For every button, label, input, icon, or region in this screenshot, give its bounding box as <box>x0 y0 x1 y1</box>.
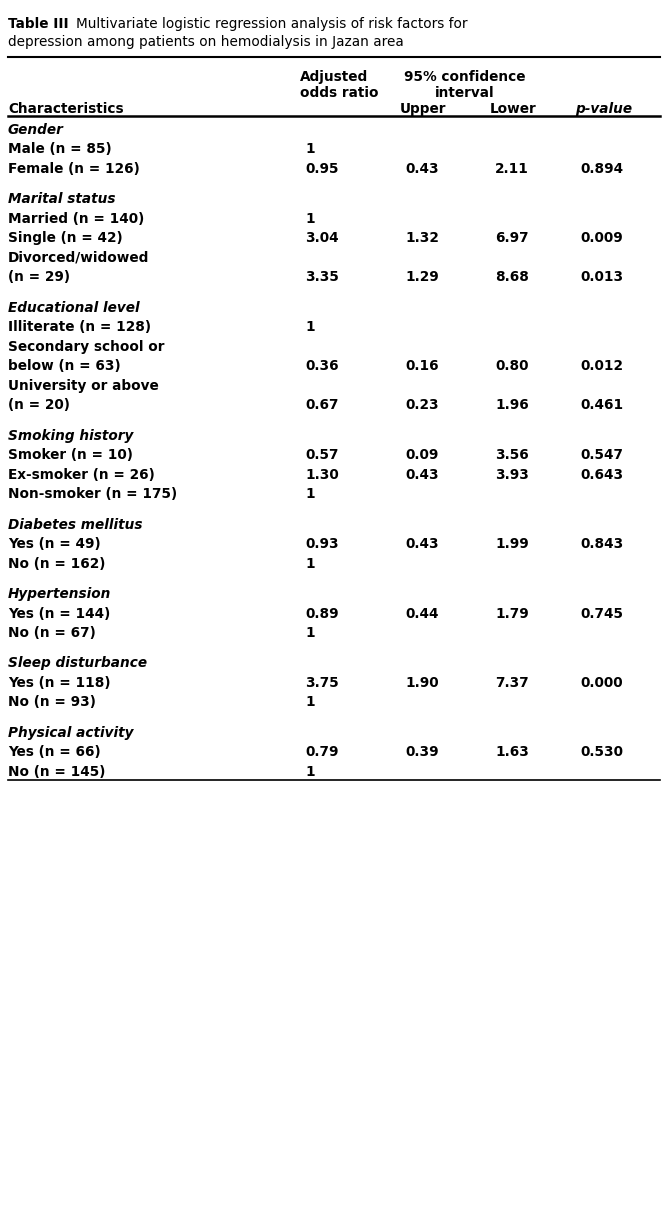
Text: Illiterate (n = 128): Illiterate (n = 128) <box>8 320 151 335</box>
Text: 0.643: 0.643 <box>580 468 623 481</box>
Text: 1.32: 1.32 <box>405 231 439 246</box>
Text: Sleep disturbance: Sleep disturbance <box>8 656 147 671</box>
Text: Characteristics: Characteristics <box>8 101 124 116</box>
Text: 0.23: 0.23 <box>405 398 439 412</box>
Text: 1.29: 1.29 <box>405 270 439 285</box>
Text: Diabetes mellitus: Diabetes mellitus <box>8 518 142 532</box>
Text: 1: 1 <box>305 143 314 156</box>
Text: odds ratio: odds ratio <box>300 86 379 100</box>
Text: Smoker (n = 10): Smoker (n = 10) <box>8 448 133 462</box>
Text: Ex-smoker (n = 26): Ex-smoker (n = 26) <box>8 468 155 481</box>
Text: Yes (n = 118): Yes (n = 118) <box>8 676 110 690</box>
Text: Smoking history: Smoking history <box>8 429 133 442</box>
Text: 3.04: 3.04 <box>305 231 339 246</box>
Text: Table III: Table III <box>8 17 69 31</box>
Text: Single (n = 42): Single (n = 42) <box>8 231 122 246</box>
Text: 1.30: 1.30 <box>305 468 339 481</box>
Text: 0.44: 0.44 <box>405 606 438 621</box>
Text: 0.09: 0.09 <box>405 448 438 462</box>
Text: Secondary school or: Secondary school or <box>8 340 165 354</box>
Text: interval: interval <box>436 86 495 100</box>
Text: 0.461: 0.461 <box>580 398 623 412</box>
Text: 0.39: 0.39 <box>405 745 439 759</box>
Text: 1: 1 <box>305 765 314 778</box>
Text: Non-smoker (n = 175): Non-smoker (n = 175) <box>8 488 177 501</box>
Text: Physical activity: Physical activity <box>8 726 134 739</box>
Text: Female (n = 126): Female (n = 126) <box>8 163 140 176</box>
Text: Upper: Upper <box>400 101 446 116</box>
Text: Multivariate logistic regression analysis of risk factors for: Multivariate logistic regression analysi… <box>76 17 468 31</box>
Text: 0.843: 0.843 <box>580 538 624 551</box>
Text: 0.43: 0.43 <box>405 163 439 176</box>
Text: No (n = 93): No (n = 93) <box>8 695 96 710</box>
Text: 0.547: 0.547 <box>580 448 623 462</box>
Text: 0.67: 0.67 <box>305 398 339 412</box>
Text: 1.90: 1.90 <box>405 676 439 690</box>
Text: 95% confidence: 95% confidence <box>404 70 526 84</box>
Text: 7.37: 7.37 <box>495 676 529 690</box>
Text: 1: 1 <box>305 557 314 571</box>
Text: 0.012: 0.012 <box>580 359 623 373</box>
Text: 0.009: 0.009 <box>580 231 623 246</box>
Text: Gender: Gender <box>8 123 64 137</box>
Text: p-value: p-value <box>575 101 632 116</box>
Text: Divorced/widowed: Divorced/widowed <box>8 251 149 265</box>
Text: Adjusted: Adjusted <box>300 70 368 84</box>
Text: 1: 1 <box>305 211 314 226</box>
Text: 0.530: 0.530 <box>580 745 623 759</box>
Text: Educational level: Educational level <box>8 301 140 315</box>
Text: 8.68: 8.68 <box>495 270 529 285</box>
Text: 0.000: 0.000 <box>580 676 623 690</box>
Text: 2.11: 2.11 <box>495 163 529 176</box>
Text: Male (n = 85): Male (n = 85) <box>8 143 112 156</box>
Text: 1.63: 1.63 <box>495 745 529 759</box>
Text: Lower: Lower <box>490 101 537 116</box>
Text: 3.93: 3.93 <box>495 468 529 481</box>
Text: 0.16: 0.16 <box>405 359 439 373</box>
Text: 1: 1 <box>305 626 314 640</box>
Text: 6.97: 6.97 <box>495 231 529 246</box>
Text: 0.79: 0.79 <box>305 745 339 759</box>
Text: 0.93: 0.93 <box>305 538 339 551</box>
Text: 0.894: 0.894 <box>580 163 623 176</box>
Text: 0.013: 0.013 <box>580 270 623 285</box>
Text: Yes (n = 49): Yes (n = 49) <box>8 538 100 551</box>
Text: No (n = 145): No (n = 145) <box>8 765 106 778</box>
Text: 0.95: 0.95 <box>305 163 339 176</box>
Text: 1: 1 <box>305 488 314 501</box>
Text: depression among patients on hemodialysis in Jazan area: depression among patients on hemodialysi… <box>8 35 404 49</box>
Text: 0.36: 0.36 <box>305 359 339 373</box>
Text: 1: 1 <box>305 320 314 335</box>
Text: University or above: University or above <box>8 379 159 392</box>
Text: Married (n = 140): Married (n = 140) <box>8 211 145 226</box>
Text: 0.80: 0.80 <box>495 359 529 373</box>
Text: 0.89: 0.89 <box>305 606 339 621</box>
Text: 1.99: 1.99 <box>495 538 529 551</box>
Text: No (n = 67): No (n = 67) <box>8 626 96 640</box>
Text: Hypertension: Hypertension <box>8 587 111 601</box>
Text: 3.35: 3.35 <box>305 270 339 285</box>
Text: 0.745: 0.745 <box>580 606 623 621</box>
Text: 1.96: 1.96 <box>495 398 529 412</box>
Text: below (n = 63): below (n = 63) <box>8 359 120 373</box>
Text: 3.56: 3.56 <box>495 448 529 462</box>
Text: 0.43: 0.43 <box>405 468 439 481</box>
Text: (n = 20): (n = 20) <box>8 398 70 412</box>
Text: 0.43: 0.43 <box>405 538 439 551</box>
Text: 1.79: 1.79 <box>495 606 529 621</box>
Text: Yes (n = 144): Yes (n = 144) <box>8 606 110 621</box>
Text: 0.57: 0.57 <box>305 448 339 462</box>
Text: (n = 29): (n = 29) <box>8 270 70 285</box>
Text: 1: 1 <box>305 695 314 710</box>
Text: 3.75: 3.75 <box>305 676 339 690</box>
Text: Yes (n = 66): Yes (n = 66) <box>8 745 100 759</box>
Text: Marital status: Marital status <box>8 192 116 207</box>
Text: No (n = 162): No (n = 162) <box>8 557 106 571</box>
